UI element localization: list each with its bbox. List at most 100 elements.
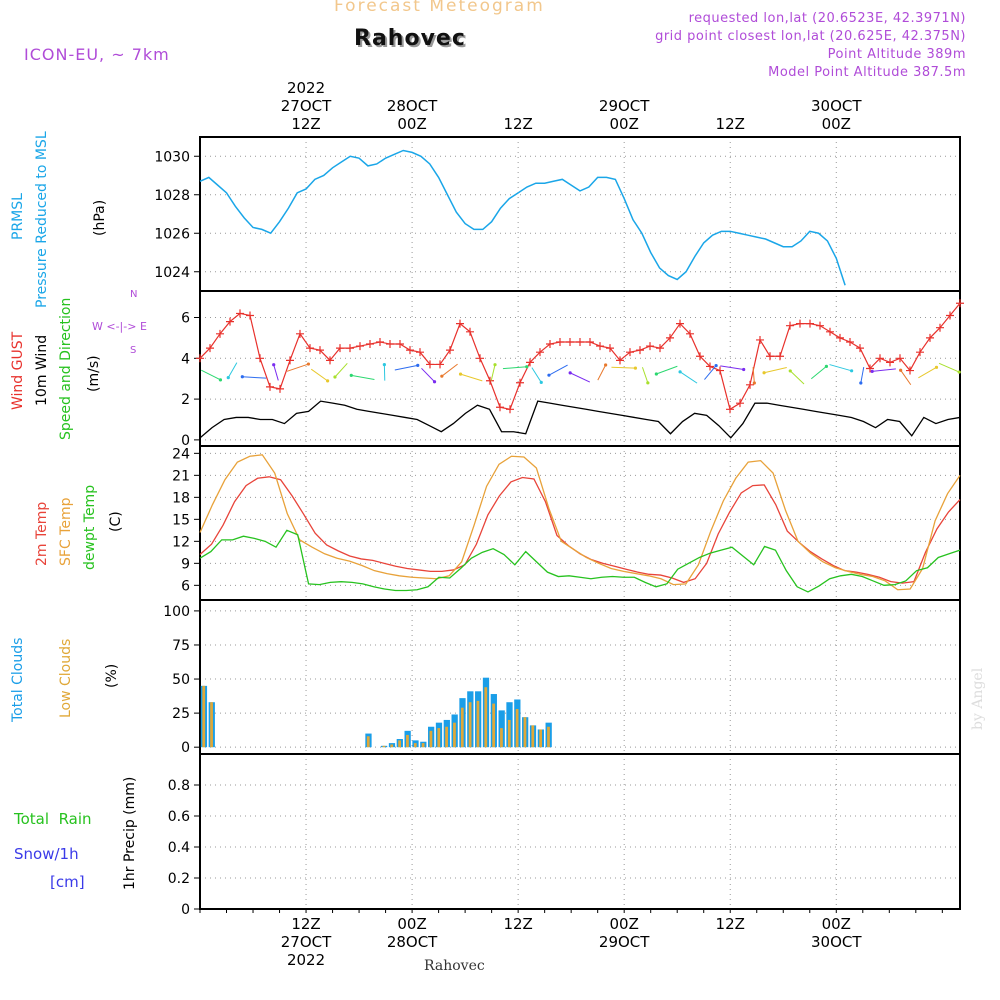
- wind-arrow: [900, 369, 912, 386]
- gust-marker: [406, 346, 414, 355]
- gust-marker: [466, 327, 474, 336]
- wind-arrowhead: [547, 373, 551, 377]
- precip-panel: 0 0.2 0.4 0.6 0.8: [168, 753, 961, 918]
- y-tick-label: 4: [181, 351, 190, 367]
- wind-arrowhead: [240, 375, 244, 379]
- clouds-panel: 0 25 50 75 100: [163, 599, 961, 756]
- gust-marker: [346, 344, 354, 353]
- pressure-line: [199, 149, 846, 286]
- grid-coords: grid point closest lon,lat (20.625E, 42.…: [655, 29, 966, 44]
- bottom-time-label: 12Z: [503, 915, 532, 933]
- y-tick-label: 0.6: [168, 809, 190, 825]
- y-tick-label: 0: [181, 902, 190, 918]
- model-altitude: Model Point Altitude 387.5m: [768, 65, 966, 80]
- pressure-panel: 1024 1026 1028 1030: [154, 136, 961, 292]
- wind-arrow: [242, 376, 267, 379]
- bottom-time-label: 29OCT: [599, 933, 650, 951]
- wind-arrow: [860, 366, 865, 384]
- gust-marker: [746, 380, 754, 389]
- gust-marker: [436, 360, 444, 369]
- gust-marker: [506, 405, 514, 414]
- gust-marker: [926, 333, 934, 342]
- gust-marker: [516, 378, 524, 387]
- gust-marker: [496, 403, 504, 412]
- top-time-label: 30OCT: [811, 97, 862, 115]
- gust-marker: [916, 348, 924, 357]
- dewpoint-line: [199, 529, 961, 593]
- wind-arrow: [829, 364, 852, 372]
- low-cloud-bar: [382, 745, 386, 748]
- wind-arrow: [789, 370, 805, 385]
- wind-arrow: [351, 374, 375, 381]
- low-cloud-bar: [460, 707, 464, 748]
- wind-arrowhead: [272, 363, 276, 367]
- wind-arrowhead: [416, 363, 420, 367]
- wind-arrowhead: [678, 370, 682, 374]
- low-cloud-bar: [468, 702, 472, 748]
- wind-arrowhead: [752, 381, 756, 385]
- gust-marker: [736, 399, 744, 408]
- gust-marker: [586, 337, 594, 346]
- wind-arrowhead: [714, 363, 718, 368]
- wind-arrow: [531, 367, 542, 383]
- low-cloud-bar: [366, 736, 370, 748]
- y-tick-label: 1024: [154, 265, 190, 281]
- gust-marker: [246, 311, 254, 320]
- gust-marker: [646, 342, 654, 351]
- gust-marker: [206, 344, 214, 353]
- low-cloud-bar: [210, 702, 213, 748]
- gust-marker: [236, 309, 244, 318]
- wind-arrowhead: [218, 378, 223, 382]
- y-tick-label: 1026: [154, 226, 190, 242]
- y-tick-label: 25: [172, 706, 190, 722]
- panel-frame: [199, 599, 961, 755]
- wind-arrowhead: [934, 365, 939, 369]
- wind-arrow: [656, 365, 678, 375]
- wind-arrow: [421, 367, 435, 383]
- wind-arrow: [810, 365, 827, 380]
- gust-marker: [566, 337, 574, 346]
- gust-marker: [626, 348, 634, 357]
- wind-panel: 0 2 4 6: [181, 290, 964, 449]
- low-cloud-bar: [492, 703, 495, 748]
- low-cloud-bar: [429, 730, 433, 748]
- low-cloud-bar: [484, 687, 488, 748]
- y-tick-label: 2: [181, 392, 190, 408]
- wind-arrow: [641, 367, 649, 383]
- gust-marker: [256, 354, 264, 363]
- gust-marker: [876, 354, 884, 363]
- gust-marker: [826, 327, 834, 336]
- low-cloud-bar: [515, 709, 519, 748]
- gust-marker: [386, 340, 394, 349]
- gust-marker: [536, 348, 544, 357]
- low-cloud-bar: [500, 728, 503, 748]
- gust-marker: [956, 299, 964, 308]
- gust-marker: [816, 321, 824, 330]
- bottom-time-label: 00Z: [397, 915, 426, 933]
- wind-arrow: [548, 364, 568, 376]
- gust-marker: [416, 348, 424, 357]
- gust-marker: [906, 366, 914, 375]
- top-time-label: 12Z: [503, 115, 532, 133]
- wind-arrow: [460, 373, 483, 382]
- gust-marker: [226, 317, 234, 326]
- wind-arrow: [938, 362, 960, 373]
- bottom-time-label: 00Z: [609, 915, 638, 933]
- gust-marker: [726, 405, 734, 414]
- wind-arrow: [286, 363, 309, 372]
- gust-marker: [316, 346, 324, 355]
- gust-marker: [296, 329, 304, 338]
- wind-arrow: [918, 366, 937, 379]
- gust-marker: [766, 352, 774, 361]
- gust-marker: [336, 344, 344, 353]
- compass-we: W <-|-> E: [92, 320, 147, 333]
- gust-marker: [196, 354, 204, 363]
- y-tick-label: 15: [172, 512, 190, 528]
- low-cloud-bar: [453, 722, 456, 748]
- low-cloud-bar: [406, 734, 409, 748]
- gust-marker: [556, 337, 564, 346]
- panel-frame: [199, 753, 961, 910]
- wind-arrow: [679, 371, 698, 384]
- gust-line: [199, 302, 961, 411]
